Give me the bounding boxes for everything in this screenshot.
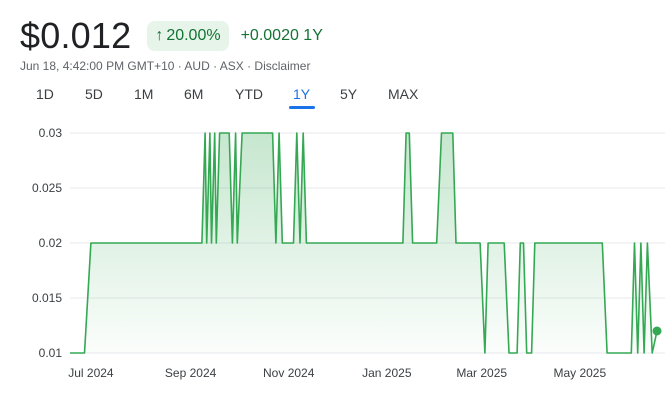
tab-5d[interactable]: 5D <box>85 86 103 102</box>
percent-change-value: 20.00% <box>166 27 221 44</box>
selected-tab-indicator <box>289 106 315 109</box>
x-tick-label: Mar 2025 <box>456 366 507 380</box>
current-price: $0.012 <box>20 15 132 56</box>
quote-meta: Jun 18, 4:42:00 PM GMT+10 · AUD · ASX · … <box>20 59 311 73</box>
x-tick-label: Nov 2024 <box>263 366 315 380</box>
tab-ytd[interactable]: YTD <box>235 86 263 102</box>
y-tick-label: 0.025 <box>32 181 62 195</box>
y-tick-label: 0.01 <box>39 346 63 360</box>
price-line <box>70 132 658 354</box>
x-tick-label: Sep 2024 <box>165 366 217 380</box>
latest-price-dot <box>652 326 662 336</box>
x-tick-label: Jul 2024 <box>68 366 114 380</box>
quote-header: $0.012 ↑ 20.00% +0.0020 1Y <box>20 14 323 58</box>
tab-5y[interactable]: 5Y <box>340 86 358 102</box>
tab-1d[interactable]: 1D <box>36 86 54 102</box>
y-tick-label: 0.015 <box>32 291 62 305</box>
tab-6m[interactable]: 6M <box>184 86 204 102</box>
tab-1m[interactable]: 1M <box>134 86 154 102</box>
y-tick-label: 0.02 <box>39 236 63 250</box>
arrow-up-icon: ↑ <box>155 27 164 44</box>
x-tick-label: May 2025 <box>553 366 606 380</box>
y-tick-label: 0.03 <box>39 126 63 140</box>
tab-max[interactable]: MAX <box>388 86 419 102</box>
absolute-change: +0.0020 1Y <box>240 27 323 44</box>
tab-1y[interactable]: 1Y <box>293 86 311 102</box>
x-tick-label: Jan 2025 <box>362 366 412 380</box>
percent-change-badge: ↑ 20.00% <box>147 21 229 51</box>
